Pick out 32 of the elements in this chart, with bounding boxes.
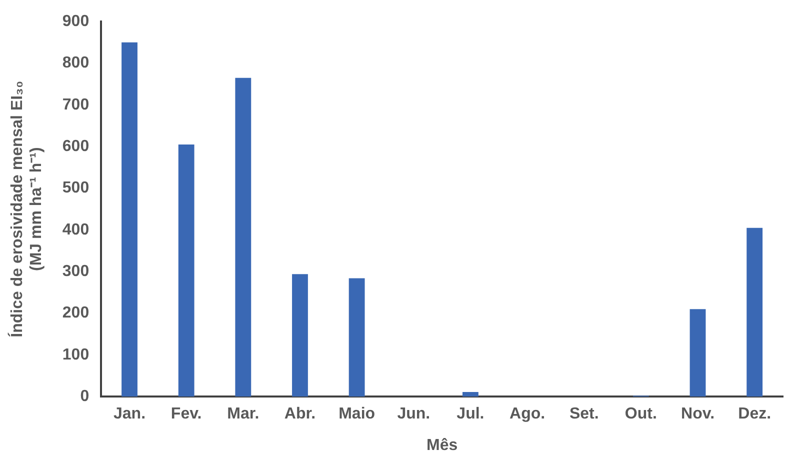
bar (746, 228, 763, 397)
x-axis-title: Mês (426, 436, 458, 454)
x-tick-label: Fev. (170, 406, 202, 423)
bar (690, 309, 706, 397)
y-tick-label: 0 (80, 388, 90, 406)
bar (235, 78, 252, 397)
bar (348, 278, 365, 397)
x-tick-label: Set. (569, 406, 599, 423)
y-tick-label: 900 (62, 13, 90, 30)
x-tick-label: Ago. (510, 406, 546, 423)
y-tick-label: 200 (62, 304, 90, 322)
bar (178, 144, 194, 397)
x-tick-label: Dez. (738, 406, 772, 423)
y-axis-title: Índice de erosividade mensal EI₃₀ (MJ mm ha⁻¹ h⁻¹) (7, 80, 46, 338)
bar (122, 42, 138, 397)
y-tick-label: 100 (62, 346, 90, 364)
y-tick-label: 400 (62, 221, 90, 238)
bar (292, 274, 308, 397)
x-tick-label: Out. (624, 406, 657, 423)
x-tick-label: Maio (338, 406, 376, 423)
y-tick-label: 700 (62, 96, 90, 114)
y-tick-label: 500 (62, 180, 90, 197)
y-tick-label: 300 (62, 263, 90, 280)
x-tick-label: Abr. (284, 406, 316, 423)
x-tick-label: Mar. (227, 406, 260, 423)
x-tick-label: Nov. (681, 406, 715, 423)
y-tick-label: 800 (62, 54, 90, 72)
y-tick-label: 600 (62, 138, 90, 156)
bar (462, 392, 478, 397)
x-tick-label: Jun. (397, 406, 430, 423)
x-tick-label: Jul. (456, 406, 484, 423)
x-tick-label: Jan. (114, 406, 146, 423)
